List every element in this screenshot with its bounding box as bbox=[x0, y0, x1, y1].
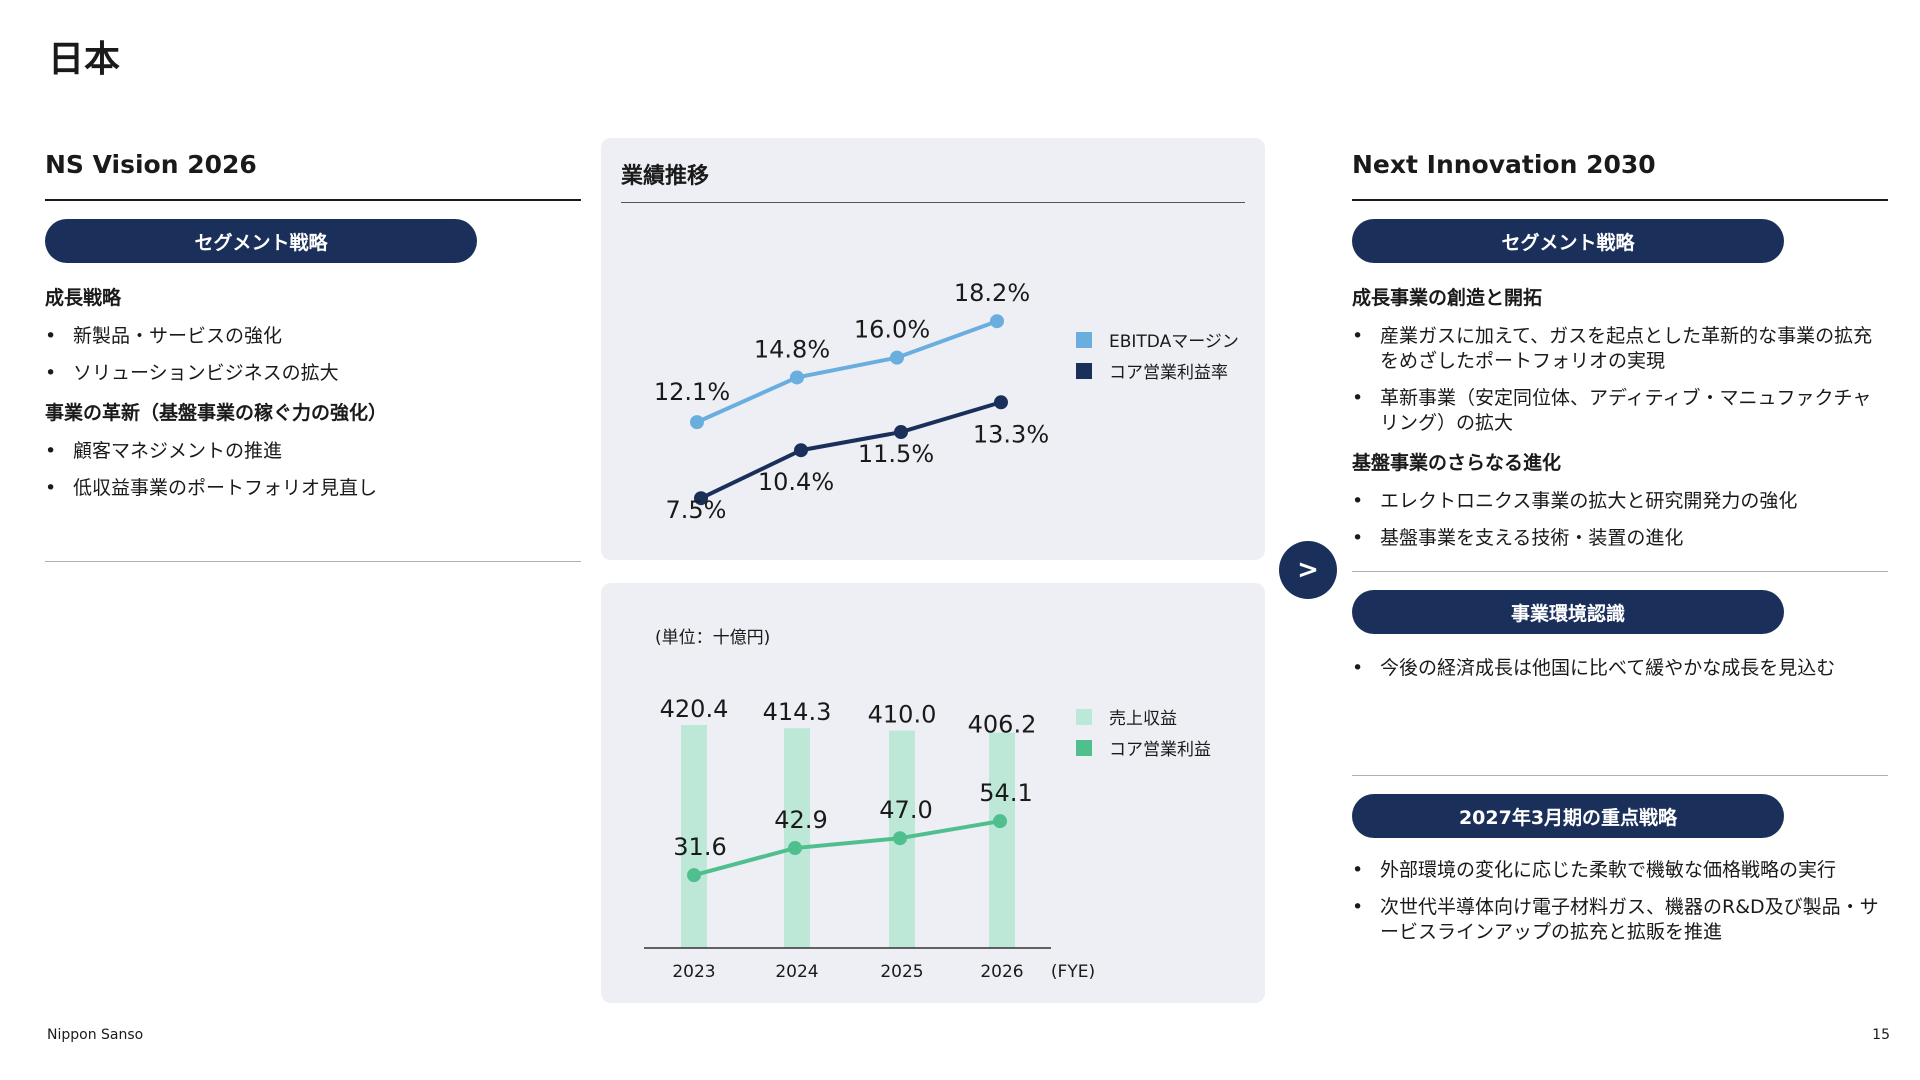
bar bbox=[681, 725, 707, 948]
data-point bbox=[790, 370, 804, 385]
legend-label: EBITDAマージン bbox=[1109, 332, 1239, 352]
environment-pill: 事業環境認識 bbox=[1352, 590, 1784, 634]
x-tick-label: 2025 bbox=[880, 962, 923, 982]
margin-line-chart: 12.1% 14.8% 16.0% 18.2% EBITDAマージン 7.5% 10.4% 1… bbox=[654, 279, 1239, 524]
section-title: 事業の革新（基盤事業の稼ぐ力の強化） bbox=[45, 402, 388, 424]
x-axis-suffix: (FYE) bbox=[1051, 962, 1095, 982]
x-tick-label: 2024 bbox=[775, 962, 818, 982]
divider bbox=[1352, 775, 1888, 776]
data-point bbox=[694, 491, 708, 506]
revenue-panel: (単位：十億円) 420.4 414.3 410.0 406.2 31.6 42.9 47.0… bbox=[601, 583, 1265, 1003]
data-label: 16.0% bbox=[854, 316, 930, 344]
series-line bbox=[700, 400, 1002, 500]
series-line bbox=[693, 819, 1001, 878]
bar-label: 420.4 bbox=[660, 695, 729, 723]
section-title: 成長事業の創造と開拓 bbox=[1352, 287, 1543, 309]
data-point bbox=[788, 841, 802, 856]
bullet-list: 今後の経済成長は他国に比べて緩やかな成長を見込む bbox=[1352, 656, 1888, 681]
revenue-bar-chart: (単位：十億円) 420.4 414.3 410.0 406.2 31.6 42.9 47.0… bbox=[644, 628, 1211, 982]
data-point bbox=[890, 350, 904, 365]
series-line bbox=[696, 319, 998, 424]
legend-label: コア営業利益率 bbox=[1109, 363, 1228, 383]
legend-swatch bbox=[1076, 363, 1092, 379]
data-label: 31.6 bbox=[673, 833, 726, 861]
company-name: Nippon Sanso bbox=[47, 1027, 144, 1043]
legend-label: コア営業利益 bbox=[1109, 740, 1211, 760]
list-item: 低収益事業のポートフォリオ見直し bbox=[45, 476, 581, 501]
page-number: 15 bbox=[1872, 1027, 1890, 1043]
next-innovation-heading: Next Innovation 2030 bbox=[1352, 150, 1888, 201]
data-point bbox=[993, 814, 1007, 829]
x-tick-label: 2026 bbox=[980, 962, 1023, 982]
bullet-list: 顧客マネジメントの推進 低収益事業のポートフォリオ見直し bbox=[45, 439, 581, 501]
bar-label: 410.0 bbox=[868, 701, 937, 729]
bullet-list: 新製品・サービスの強化 ソリューションビジネスの拡大 bbox=[45, 324, 581, 386]
divider bbox=[45, 561, 581, 562]
next-innovation-column: Next Innovation 2030 セグメント戦略 成長事業の創造と開拓 … bbox=[1352, 150, 1888, 957]
list-item: 基盤事業を支える技術・装置の進化 bbox=[1352, 526, 1888, 551]
x-tick-label: 2023 bbox=[672, 962, 715, 982]
list-item: 今後の経済成長は他国に比べて緩やかな成長を見込む bbox=[1352, 656, 1888, 681]
arrow-icon: > bbox=[1279, 541, 1337, 599]
segment-strategy-pill: セグメント戦略 bbox=[1352, 219, 1784, 263]
ns-vision-column: NS Vision 2026 セグメント戦略 成長戦略 新製品・サービスの強化 … bbox=[45, 150, 581, 562]
data-label: 7.5% bbox=[666, 496, 727, 524]
list-item: エレクトロニクス事業の拡大と研究開発力の強化 bbox=[1352, 489, 1888, 514]
list-item: 外部環境の変化に応じた柔軟で機敏な価格戦略の実行 bbox=[1352, 858, 1888, 883]
list-item: ソリューションビジネスの拡大 bbox=[45, 361, 581, 386]
page-title: 日本 bbox=[48, 39, 121, 80]
data-point bbox=[690, 415, 704, 430]
bullet-list: 外部環境の変化に応じた柔軟で機敏な価格戦略の実行 次世代半導体向け電子材料ガス、… bbox=[1352, 858, 1888, 945]
unit-label: (単位：十億円) bbox=[655, 628, 770, 648]
segment-strategy-pill: セグメント戦略 bbox=[45, 219, 477, 263]
bar bbox=[784, 728, 810, 948]
list-item: 次世代半導体向け電子材料ガス、機器のR&D及び製品・サービスラインアップの拡充と… bbox=[1352, 895, 1888, 945]
data-label: 18.2% bbox=[954, 279, 1030, 307]
ns-vision-heading: NS Vision 2026 bbox=[45, 150, 581, 201]
data-label: 47.0 bbox=[879, 796, 932, 824]
data-label: 14.8% bbox=[754, 335, 830, 363]
data-point bbox=[990, 314, 1004, 329]
data-label: 11.5% bbox=[858, 440, 934, 468]
list-item: 新製品・サービスの強化 bbox=[45, 324, 581, 349]
panel-title: 業績推移 bbox=[621, 158, 1245, 203]
data-point bbox=[994, 395, 1008, 410]
performance-panel: 業績推移 12.1% 14.8% 16.0% 18.2% EBITDAマージン 7.5% 1… bbox=[601, 138, 1265, 560]
list-item: 顧客マネジメントの推進 bbox=[45, 439, 581, 464]
legend-swatch bbox=[1076, 740, 1092, 756]
data-point bbox=[893, 831, 907, 846]
section-title: 基盤事業のさらなる進化 bbox=[1352, 452, 1562, 474]
divider bbox=[1352, 571, 1888, 572]
legend-label: 売上収益 bbox=[1109, 709, 1177, 729]
bar-label: 414.3 bbox=[763, 698, 832, 726]
legend-swatch bbox=[1076, 709, 1092, 725]
bar-label: 406.2 bbox=[968, 711, 1037, 739]
bullet-list: エレクトロニクス事業の拡大と研究開発力の強化 基盤事業を支える技術・装置の進化 bbox=[1352, 489, 1888, 551]
data-label: 13.3% bbox=[973, 420, 1049, 448]
legend-swatch bbox=[1076, 332, 1092, 348]
data-point bbox=[794, 443, 808, 458]
section-title: 成長戦略 bbox=[45, 287, 122, 309]
data-label: 54.1 bbox=[979, 779, 1032, 807]
data-label: 12.1% bbox=[654, 378, 730, 406]
data-point bbox=[894, 425, 908, 440]
list-item: 革新事業（安定同位体、アディティブ・マニュファクチャリング）の拡大 bbox=[1352, 386, 1888, 436]
bullet-list: 産業ガスに加えて、ガスを起点とした革新的な事業の拡充をめざしたポートフォリオの実… bbox=[1352, 324, 1888, 436]
bar bbox=[989, 732, 1015, 948]
data-label: 42.9 bbox=[774, 806, 827, 834]
focus-strategy-pill: 2027年3月期の重点戦略 bbox=[1352, 794, 1784, 838]
data-point bbox=[687, 868, 701, 883]
data-label: 10.4% bbox=[758, 468, 834, 496]
list-item: 産業ガスに加えて、ガスを起点とした革新的な事業の拡充をめざしたポートフォリオの実… bbox=[1352, 324, 1888, 374]
